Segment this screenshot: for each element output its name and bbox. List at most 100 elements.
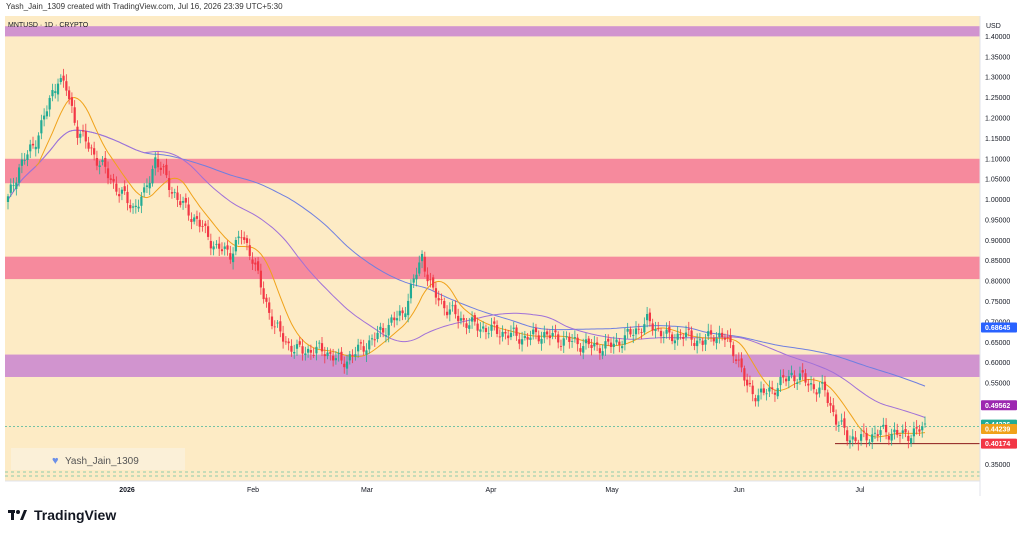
candle-body (76, 126, 79, 138)
candle-body (154, 157, 157, 169)
candle-body (896, 429, 899, 435)
heart-icon: ♥ (52, 455, 59, 467)
candle-body (320, 343, 324, 352)
candle-body (898, 435, 902, 436)
candle-body (415, 274, 418, 280)
candle-body (248, 245, 251, 256)
candle-body (854, 437, 857, 442)
candle-body (279, 321, 282, 332)
zone-1 (5, 158, 980, 184)
candle-body (354, 354, 357, 357)
footer-brand[interactable]: TradingView (8, 507, 116, 523)
candle-body (134, 205, 137, 207)
candle-body (923, 423, 927, 425)
x-tick-label-0: 2026 (119, 487, 135, 494)
candle-body (618, 341, 621, 345)
candle-body (9, 184, 12, 193)
candle-body (159, 167, 162, 170)
zone-3 (5, 354, 980, 377)
candle-body (26, 154, 29, 160)
candle-body (718, 332, 721, 337)
zone-0 (5, 26, 980, 37)
candle-body (179, 201, 182, 206)
candle-body (382, 328, 385, 333)
candle-body (340, 351, 343, 361)
candle-body (93, 148, 96, 155)
ma-slow-line (7, 129, 926, 387)
candle-body (679, 334, 682, 336)
header-text: Yash_Jain_1309 created with TradingView.… (6, 2, 283, 11)
candle-body (821, 382, 824, 384)
time-axis-layer: 2026 Feb Mar Apr May Jun Jul (5, 480, 980, 494)
candle-body (420, 253, 424, 262)
candlestick-chart[interactable]: 1.40000 1.35000 1.30000 1.25000 1.20000 1.150… (5, 16, 1018, 496)
y-tick-label-8: 1.00000 (985, 197, 1010, 204)
candle-body (18, 167, 21, 183)
candle-body (784, 378, 788, 382)
candle-body (218, 243, 221, 249)
candle-body (737, 359, 740, 361)
candle-body (657, 328, 660, 330)
y-tick-label-0: 1.40000 (985, 34, 1010, 41)
y-tick-label-1: 1.35000 (985, 54, 1010, 61)
y-tick-label-17: 0.55000 (985, 381, 1010, 388)
candle-body (457, 315, 460, 322)
tradingview-logo-icon (8, 509, 28, 521)
candle-body (151, 168, 154, 184)
chart-container[interactable]: 1.40000 1.35000 1.30000 1.25000 1.20000 1.150… (5, 16, 1018, 496)
candle-body (871, 434, 874, 442)
candle-body (693, 343, 696, 346)
candle-body (426, 274, 429, 282)
candle-body (404, 313, 407, 318)
candle-body (407, 300, 410, 316)
candle-body (640, 332, 643, 333)
candle-body (23, 160, 26, 161)
x-tick-label-1: Feb (247, 487, 259, 494)
candle-body (473, 315, 476, 322)
candle-body (176, 192, 179, 200)
candle-body (318, 342, 321, 344)
candle-body (807, 383, 810, 386)
candle-body (696, 340, 699, 347)
candle-body (390, 317, 393, 323)
candle-body (62, 75, 65, 81)
candle-body (254, 262, 257, 265)
candle-body (846, 430, 849, 442)
price-axis-background (980, 16, 1018, 496)
candle-body (787, 376, 790, 381)
candle-body (95, 158, 99, 166)
candle-body (423, 256, 426, 272)
candle-body (323, 354, 326, 357)
candle-body (198, 219, 201, 227)
candle-body (304, 353, 307, 356)
y-tick-label-21: 0.35000 (985, 462, 1010, 469)
candle-body (451, 305, 454, 307)
candle-body (440, 298, 443, 300)
candle-body (798, 373, 802, 381)
price-label-0: 0.68645 (985, 325, 1010, 332)
candle-body (34, 146, 37, 150)
candle-body (84, 131, 87, 142)
candle-body (170, 192, 174, 194)
y-tick-label-10: 0.90000 (985, 238, 1010, 245)
candle-body (448, 309, 451, 315)
candle-body (809, 383, 813, 385)
candle-body (156, 159, 160, 168)
candle-body (387, 324, 390, 336)
candle-body (40, 120, 43, 134)
candle-body (673, 340, 677, 344)
candle-body (712, 338, 715, 342)
candle-body (45, 111, 49, 117)
candle-body (307, 348, 310, 353)
candle-body (832, 405, 835, 413)
candle-body (43, 115, 46, 120)
candle-body (796, 382, 799, 384)
candle-body (229, 253, 232, 260)
candle-body (337, 352, 340, 355)
x-tick-label-6: Jul (856, 487, 865, 494)
candle-body (698, 339, 702, 341)
candle-body (646, 313, 649, 321)
x-tick-label-3: Apr (486, 487, 498, 494)
candle-body (195, 216, 199, 219)
candle-body (884, 424, 888, 433)
